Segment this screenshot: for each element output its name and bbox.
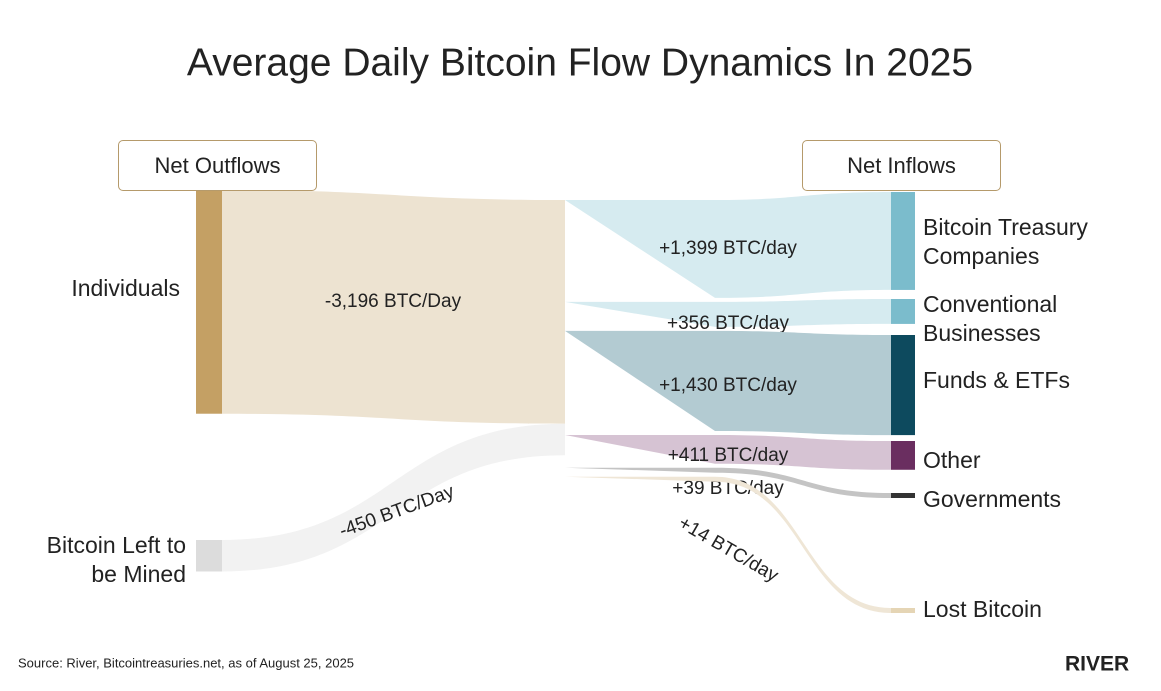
inflow-ribbon bbox=[565, 467, 891, 498]
flow-label: +1,399 BTC/day bbox=[659, 238, 797, 259]
target-node bbox=[891, 192, 915, 290]
target-node bbox=[891, 441, 915, 470]
target-node bbox=[891, 493, 915, 498]
inflow-ribbon bbox=[565, 192, 891, 298]
target-label: Funds & ETFs bbox=[923, 366, 1070, 393]
source-note: Source: River, Bitcointreasuries.net, as… bbox=[18, 655, 354, 670]
flow-label: +1,430 BTC/day bbox=[659, 375, 797, 396]
left-header: Net Outflows bbox=[118, 140, 317, 191]
target-label: Conventional Businesses bbox=[923, 291, 1058, 346]
outflow-ribbon bbox=[222, 190, 565, 424]
target-label: Governments bbox=[923, 485, 1062, 512]
target-label: Lost Bitcoin bbox=[923, 595, 1042, 622]
inflow-ribbon bbox=[565, 299, 891, 327]
source-node bbox=[196, 190, 222, 414]
source-node bbox=[196, 540, 222, 572]
inflow-ribbon bbox=[565, 330, 891, 436]
chart-title: Average Daily Bitcoin Flow Dynamics In 2… bbox=[187, 41, 973, 84]
source-label: Bitcoin Left to be Mined bbox=[46, 532, 186, 587]
brand-logo: RIVER bbox=[1065, 653, 1129, 676]
inflow-ribbon bbox=[565, 434, 891, 470]
flow-label: -3,196 BTC/Day bbox=[325, 291, 462, 312]
target-label: Other bbox=[923, 446, 981, 473]
flow-label: +39 BTC/day bbox=[672, 478, 784, 499]
target-node bbox=[891, 608, 915, 613]
source-label: Individuals bbox=[71, 274, 180, 301]
flow-label: +14 BTC/day bbox=[675, 513, 782, 587]
right-header: Net Inflows bbox=[802, 140, 1001, 191]
target-node bbox=[891, 335, 915, 436]
outflow-ribbon bbox=[222, 423, 565, 572]
flow-label: +356 BTC/day bbox=[667, 313, 789, 334]
target-label: Bitcoin Treasury Companies bbox=[923, 214, 1088, 269]
target-node bbox=[891, 299, 915, 324]
flow-label: +411 BTC/day bbox=[668, 445, 789, 466]
